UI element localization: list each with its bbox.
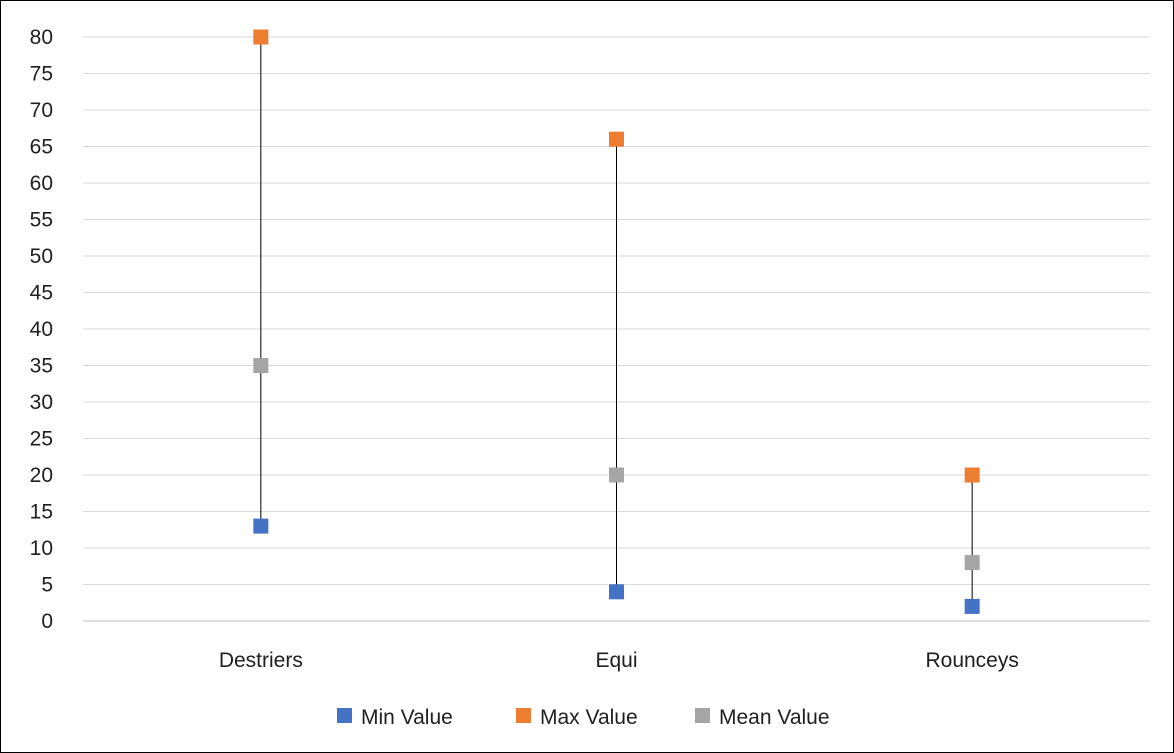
legend-swatch-max-value bbox=[516, 708, 531, 723]
x-axis-categories: Destriers Equi Rounceys bbox=[219, 649, 1019, 672]
y-tick-label: 5 bbox=[41, 574, 53, 597]
y-tick-label: 45 bbox=[30, 282, 53, 305]
mean-value-marker bbox=[964, 555, 980, 571]
max-value-marker bbox=[253, 29, 269, 45]
y-tick-label: 80 bbox=[30, 26, 53, 49]
high-low-lines bbox=[260, 37, 973, 607]
y-tick-label: 50 bbox=[30, 245, 53, 268]
y-tick-label: 70 bbox=[30, 99, 53, 122]
min-value-marker bbox=[609, 584, 624, 600]
data-markers bbox=[253, 29, 980, 614]
y-tick-label: 75 bbox=[30, 63, 53, 86]
mean-value-marker bbox=[253, 358, 269, 373]
legend-swatch-min-value bbox=[337, 708, 352, 723]
y-tick-label: 35 bbox=[30, 355, 53, 378]
y-tick-label: 40 bbox=[30, 318, 53, 341]
y-tick-label: 65 bbox=[30, 136, 53, 159]
max-value-marker bbox=[609, 131, 624, 147]
legend-label-max-value: Max Value bbox=[540, 706, 638, 729]
y-axis-ticks: 0 5 10 15 20 25 30 35 40 45 50 55 60 65 70 75 80 bbox=[30, 26, 53, 633]
y-tick-label: 25 bbox=[30, 428, 53, 451]
y-tick-label: 15 bbox=[30, 501, 53, 524]
min-value-marker bbox=[253, 518, 269, 534]
x-category-label: Equi bbox=[595, 649, 637, 672]
y-tick-label: 20 bbox=[30, 464, 53, 487]
legend-swatch-mean-value bbox=[695, 708, 710, 723]
y-tick-label: 30 bbox=[30, 391, 53, 414]
min-value-marker bbox=[964, 598, 980, 614]
y-tick-label: 0 bbox=[41, 610, 53, 633]
legend-label-min-value: Min Value bbox=[361, 706, 453, 729]
legend-label-mean-value: Mean Value bbox=[719, 706, 830, 729]
y-tick-label: 60 bbox=[30, 172, 53, 195]
max-value-marker bbox=[964, 467, 980, 483]
mean-value-marker bbox=[609, 467, 624, 483]
x-category-label: Rounceys bbox=[925, 649, 1018, 672]
legend: Min Value Max Value Mean Value bbox=[337, 706, 830, 729]
y-tick-label: 55 bbox=[30, 209, 53, 232]
y-tick-label: 10 bbox=[30, 537, 53, 560]
x-category-label: Destriers bbox=[219, 649, 303, 672]
